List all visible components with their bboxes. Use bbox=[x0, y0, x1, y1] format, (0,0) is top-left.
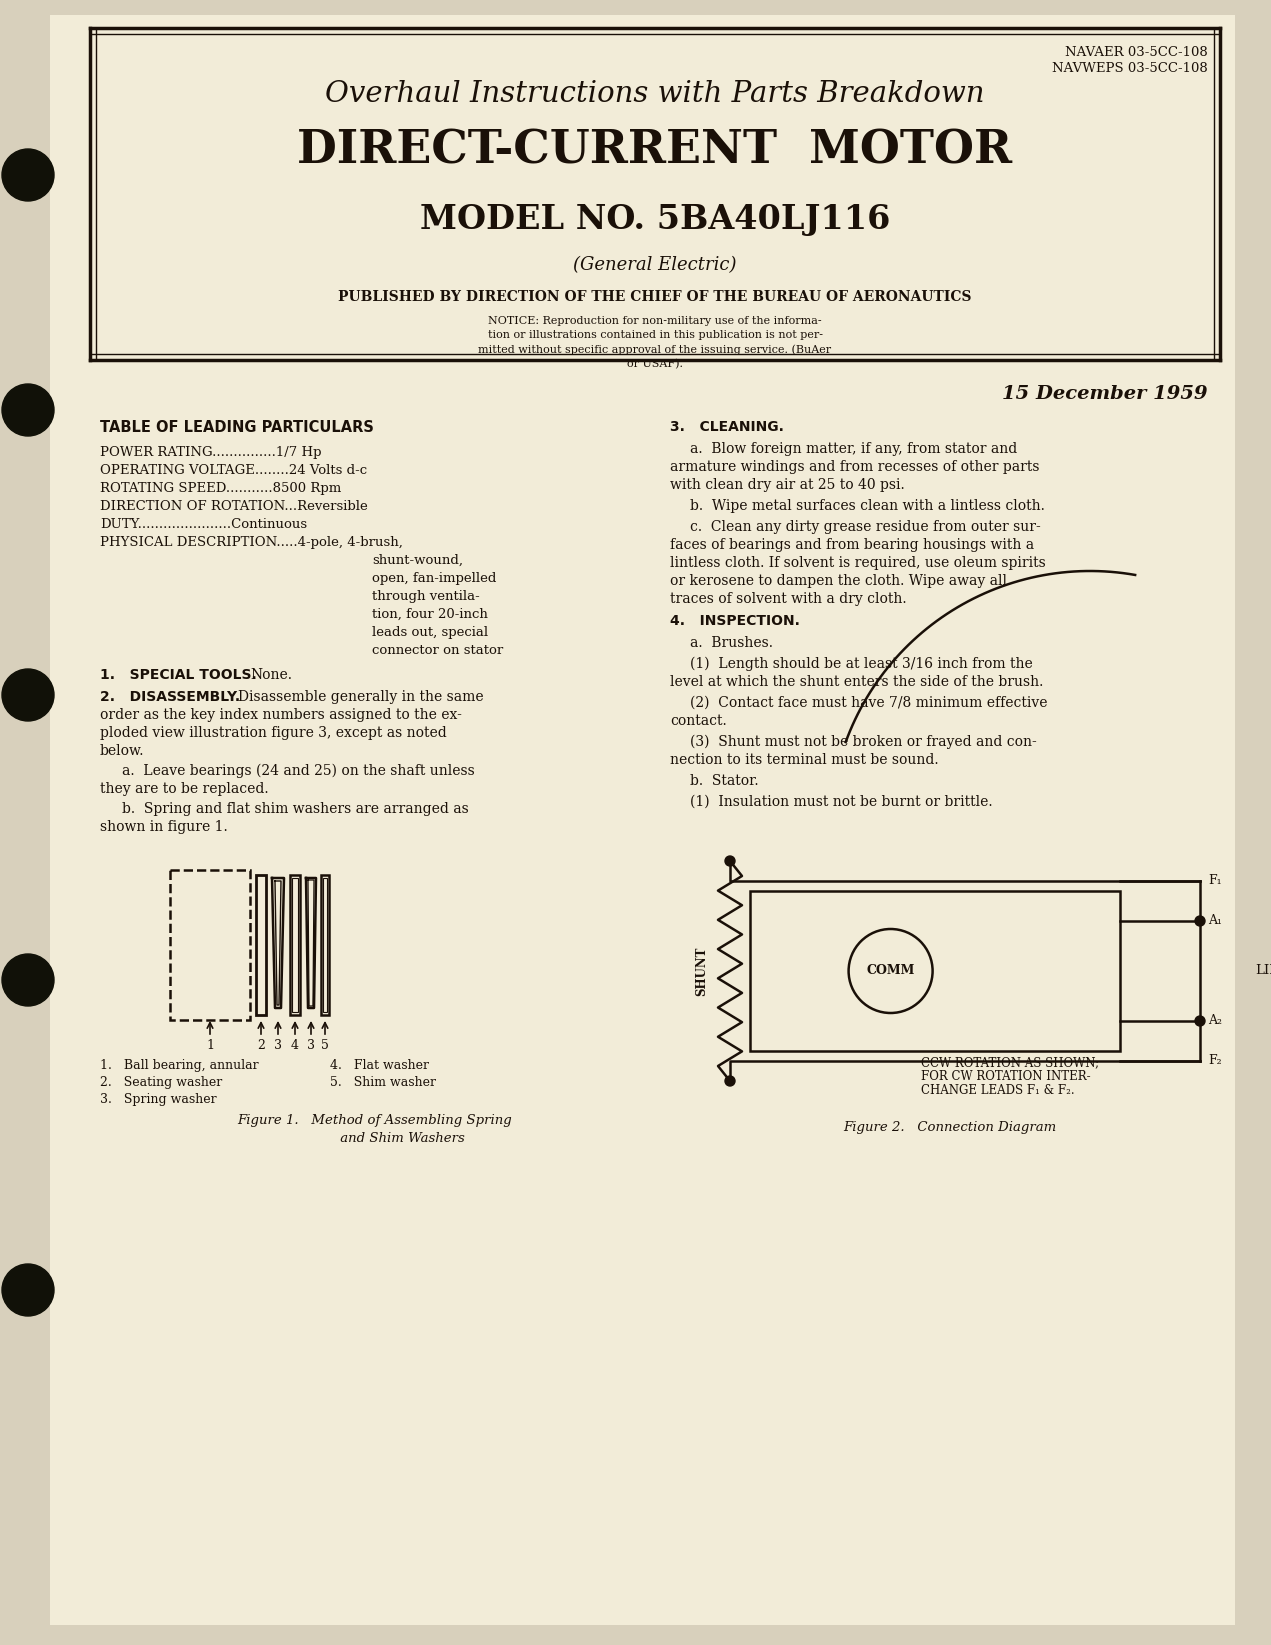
Text: a.  Blow foreign matter, if any, from stator and: a. Blow foreign matter, if any, from sta… bbox=[690, 443, 1017, 456]
Text: (1)  Insulation must not be burnt or brittle.: (1) Insulation must not be burnt or brit… bbox=[690, 795, 993, 809]
Text: PHYSICAL DESCRIPTION.....4-pole, 4-brush,: PHYSICAL DESCRIPTION.....4-pole, 4-brush… bbox=[100, 536, 403, 549]
Text: b.  Stator.: b. Stator. bbox=[690, 775, 759, 788]
Circle shape bbox=[724, 1076, 735, 1086]
Text: 3: 3 bbox=[308, 1040, 315, 1053]
Text: CHANGE LEADS F₁ & F₂.: CHANGE LEADS F₁ & F₂. bbox=[920, 1084, 1074, 1097]
Text: (2)  Contact face must have 7/8 minimum effective: (2) Contact face must have 7/8 minimum e… bbox=[690, 696, 1047, 711]
Text: armature windings and from recesses of other parts: armature windings and from recesses of o… bbox=[670, 461, 1040, 474]
Text: nection to its terminal must be sound.: nection to its terminal must be sound. bbox=[670, 753, 938, 767]
Text: F₂: F₂ bbox=[1207, 1054, 1221, 1068]
Text: DIRECT-CURRENT  MOTOR: DIRECT-CURRENT MOTOR bbox=[297, 128, 1013, 174]
Text: leads out, special: leads out, special bbox=[372, 627, 488, 638]
Text: 15 December 1959: 15 December 1959 bbox=[1003, 385, 1207, 403]
Circle shape bbox=[3, 670, 53, 721]
Text: Figure 1.   Method of Assembling Spring: Figure 1. Method of Assembling Spring bbox=[238, 1114, 512, 1127]
Text: lintless cloth. If solvent is required, use oleum spirits: lintless cloth. If solvent is required, … bbox=[670, 556, 1046, 571]
Text: MODEL NO. 5BA40LJ116: MODEL NO. 5BA40LJ116 bbox=[419, 202, 890, 235]
Text: A₁: A₁ bbox=[1207, 915, 1221, 928]
Text: traces of solvent with a dry cloth.: traces of solvent with a dry cloth. bbox=[670, 592, 906, 605]
Text: and Shim Washers: and Shim Washers bbox=[285, 1132, 465, 1145]
Text: 3.   CLEANING.: 3. CLEANING. bbox=[670, 419, 784, 434]
Circle shape bbox=[3, 954, 53, 1007]
Text: open, fan-impelled: open, fan-impelled bbox=[372, 572, 497, 586]
Bar bbox=[170, 870, 250, 1020]
Text: 3: 3 bbox=[275, 1040, 282, 1053]
Circle shape bbox=[1195, 916, 1205, 926]
Bar bbox=[290, 875, 300, 1015]
Text: FOR CW ROTATION INTER-: FOR CW ROTATION INTER- bbox=[920, 1069, 1091, 1082]
Text: ploded view illustration figure 3, except as noted: ploded view illustration figure 3, excep… bbox=[100, 725, 446, 740]
Bar bbox=[255, 875, 266, 1015]
Text: TABLE OF LEADING PARTICULARS: TABLE OF LEADING PARTICULARS bbox=[100, 419, 374, 434]
Text: Disassemble generally in the same: Disassemble generally in the same bbox=[238, 689, 484, 704]
Circle shape bbox=[1195, 1017, 1205, 1026]
Text: OPERATING VOLTAGE........24 Volts d-c: OPERATING VOLTAGE........24 Volts d-c bbox=[100, 464, 367, 477]
Text: faces of bearings and from bearing housings with a: faces of bearings and from bearing housi… bbox=[670, 538, 1035, 553]
Text: 4.   INSPECTION.: 4. INSPECTION. bbox=[670, 614, 799, 628]
Circle shape bbox=[3, 1263, 53, 1316]
Text: 1.   SPECIAL TOOLS.: 1. SPECIAL TOOLS. bbox=[100, 668, 257, 683]
Bar bbox=[750, 892, 1120, 1051]
Text: LINE: LINE bbox=[1254, 964, 1271, 977]
Text: through ventila-: through ventila- bbox=[372, 591, 479, 604]
Text: order as the key index numbers assigned to the ex-: order as the key index numbers assigned … bbox=[100, 707, 461, 722]
Text: 2.   Seating washer: 2. Seating washer bbox=[100, 1076, 222, 1089]
Text: SHUNT: SHUNT bbox=[695, 946, 708, 995]
Text: connector on stator: connector on stator bbox=[372, 643, 503, 656]
Text: Figure 2.   Connection Diagram: Figure 2. Connection Diagram bbox=[844, 1120, 1056, 1133]
Text: below.: below. bbox=[100, 744, 145, 758]
Circle shape bbox=[724, 855, 735, 865]
Text: None.: None. bbox=[250, 668, 292, 683]
Text: (General Electric): (General Electric) bbox=[573, 257, 737, 275]
Text: 2.   DISASSEMBLY.: 2. DISASSEMBLY. bbox=[100, 689, 240, 704]
Bar bbox=[292, 878, 297, 1012]
Text: a.  Leave bearings (24 and 25) on the shaft unless: a. Leave bearings (24 and 25) on the sha… bbox=[122, 763, 475, 778]
Circle shape bbox=[3, 150, 53, 201]
Text: COMM: COMM bbox=[867, 964, 915, 977]
Text: 2: 2 bbox=[257, 1040, 264, 1053]
Text: PUBLISHED BY DIRECTION OF THE CHIEF OF THE BUREAU OF AERONAUTICS: PUBLISHED BY DIRECTION OF THE CHIEF OF T… bbox=[338, 290, 972, 304]
Circle shape bbox=[3, 383, 53, 436]
Text: (3)  Shunt must not be broken or frayed and con-: (3) Shunt must not be broken or frayed a… bbox=[690, 735, 1037, 750]
Text: (1)  Length should be at least 3/16 inch from the: (1) Length should be at least 3/16 inch … bbox=[690, 656, 1033, 671]
Text: CCW ROTATION AS SHOWN;: CCW ROTATION AS SHOWN; bbox=[920, 1056, 1098, 1069]
Text: Overhaul Instructions with Parts Breakdown: Overhaul Instructions with Parts Breakdo… bbox=[325, 81, 985, 109]
Text: with clean dry air at 25 to 40 psi.: with clean dry air at 25 to 40 psi. bbox=[670, 479, 905, 492]
Text: NAVWEPS 03-5CC-108: NAVWEPS 03-5CC-108 bbox=[1052, 63, 1207, 76]
Bar bbox=[323, 878, 327, 1012]
Text: tion, four 20-inch: tion, four 20-inch bbox=[372, 609, 488, 622]
Text: 4.   Flat washer: 4. Flat washer bbox=[330, 1059, 430, 1073]
Text: shown in figure 1.: shown in figure 1. bbox=[100, 819, 228, 834]
Text: DIRECTION OF ROTATION...Reversible: DIRECTION OF ROTATION...Reversible bbox=[100, 500, 367, 513]
Text: a.  Brushes.: a. Brushes. bbox=[690, 637, 773, 650]
Text: 4: 4 bbox=[291, 1040, 299, 1053]
Text: c.  Clean any dirty grease residue from outer sur-: c. Clean any dirty grease residue from o… bbox=[690, 520, 1041, 535]
Text: level at which the shunt enters the side of the brush.: level at which the shunt enters the side… bbox=[670, 674, 1043, 689]
Text: 1: 1 bbox=[206, 1040, 214, 1053]
Text: F₁: F₁ bbox=[1207, 875, 1221, 888]
Text: ROTATING SPEED...........8500 Rpm: ROTATING SPEED...........8500 Rpm bbox=[100, 482, 341, 495]
Text: POWER RATING...............1/7 Hp: POWER RATING...............1/7 Hp bbox=[100, 446, 322, 459]
Text: 1.   Ball bearing, annular: 1. Ball bearing, annular bbox=[100, 1059, 258, 1073]
Text: b.  Wipe metal surfaces clean with a lintless cloth.: b. Wipe metal surfaces clean with a lint… bbox=[690, 498, 1045, 513]
Text: shunt-wound,: shunt-wound, bbox=[372, 554, 463, 568]
Text: contact.: contact. bbox=[670, 714, 727, 729]
Text: A₂: A₂ bbox=[1207, 1015, 1221, 1028]
Text: DUTY......................Continuous: DUTY......................Continuous bbox=[100, 518, 308, 531]
Text: they are to be replaced.: they are to be replaced. bbox=[100, 781, 268, 796]
Text: b.  Spring and flat shim washers are arranged as: b. Spring and flat shim washers are arra… bbox=[122, 803, 469, 816]
Text: 3.   Spring washer: 3. Spring washer bbox=[100, 1092, 216, 1105]
Text: 5: 5 bbox=[322, 1040, 329, 1053]
Text: NOTICE: Reproduction for non-military use of the informa-
tion or illustrations : NOTICE: Reproduction for non-military us… bbox=[478, 316, 831, 370]
Text: or kerosene to dampen the cloth. Wipe away all: or kerosene to dampen the cloth. Wipe aw… bbox=[670, 574, 1007, 587]
Text: NAVAER 03-5CC-108: NAVAER 03-5CC-108 bbox=[1065, 46, 1207, 59]
Bar bbox=[322, 875, 329, 1015]
Text: 5.   Shim washer: 5. Shim washer bbox=[330, 1076, 436, 1089]
